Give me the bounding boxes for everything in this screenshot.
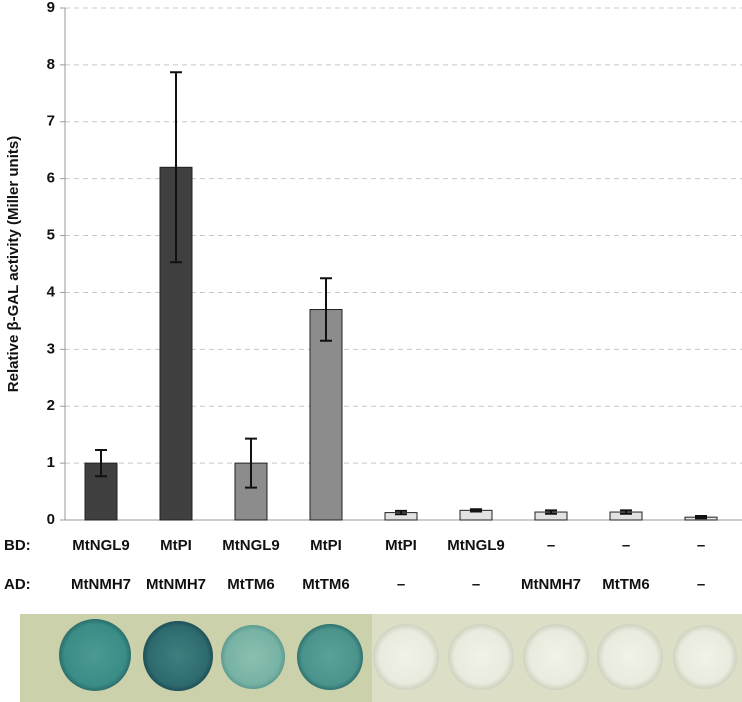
- y-tick-label: 1: [47, 454, 55, 471]
- y-tick-label: 7: [47, 113, 55, 130]
- bd-label: –: [547, 537, 555, 554]
- bd-label: MtNGL9: [447, 537, 505, 554]
- yeast-plate-photo: [20, 614, 742, 702]
- error-bar: [95, 449, 107, 478]
- row-label: BD:: [4, 537, 31, 554]
- y-tick-label: 3: [47, 340, 55, 357]
- y-tick-label: 2: [47, 397, 55, 414]
- ad-label: –: [697, 576, 705, 593]
- ad-label: MtTM6: [602, 576, 650, 593]
- bd-label: MtNGL9: [72, 537, 130, 554]
- ad-label: MtTM6: [227, 576, 275, 593]
- error-bar: [320, 277, 332, 342]
- error-bar: [545, 509, 557, 515]
- ad-label: MtNMH7: [71, 576, 131, 593]
- ad-label: MtNMH7: [521, 576, 581, 593]
- y-tick-label: 9: [47, 0, 55, 16]
- ad-label: –: [472, 576, 480, 593]
- error-bar: [395, 509, 407, 516]
- bd-label: MtPI: [160, 537, 192, 554]
- y-tick-label: 5: [47, 227, 55, 244]
- error-bar: [695, 515, 707, 520]
- bd-label: –: [697, 537, 705, 554]
- y-axis-label: Relative β-GAL activity (Miller units): [5, 136, 22, 392]
- error-bar: [470, 508, 482, 513]
- error-bar: [170, 71, 182, 264]
- y-tick-label: 0: [47, 511, 55, 528]
- bd-label: MtPI: [310, 537, 342, 554]
- ad-label: MtNMH7: [146, 576, 206, 593]
- y-tick-label: 4: [47, 283, 56, 300]
- row-label: AD:: [4, 576, 31, 593]
- error-bar: [245, 437, 257, 489]
- bd-label: MtPI: [385, 537, 417, 554]
- bd-label: MtNGL9: [222, 537, 280, 554]
- error-bar: [620, 509, 632, 515]
- bd-label: –: [622, 537, 630, 554]
- ad-label: –: [397, 576, 405, 593]
- y-tick-label: 6: [47, 170, 55, 187]
- ad-label: MtTM6: [302, 576, 350, 593]
- y-tick-label: 8: [47, 56, 55, 73]
